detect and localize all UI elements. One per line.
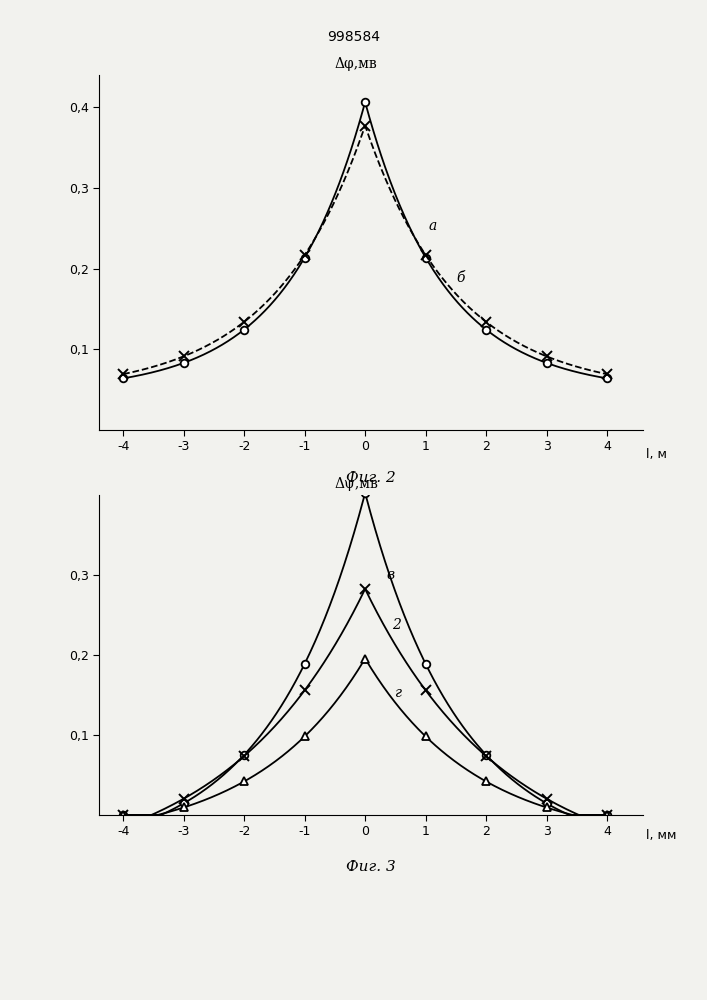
Text: Фиг. 3: Фиг. 3 [346,860,396,874]
Text: в: в [386,568,395,582]
Text: а: а [428,219,437,233]
Text: б: б [456,271,464,285]
Text: Фиг. 2: Фиг. 2 [346,471,396,485]
Text: Δφ,мв: Δφ,мв [335,57,378,71]
Text: Δψ,мв: Δψ,мв [335,477,379,491]
Text: 2: 2 [392,618,401,632]
Text: l, м: l, м [646,448,667,461]
Text: l, мм: l, мм [646,829,677,842]
Text: 998584: 998584 [327,30,380,44]
Text: г: г [395,686,402,700]
